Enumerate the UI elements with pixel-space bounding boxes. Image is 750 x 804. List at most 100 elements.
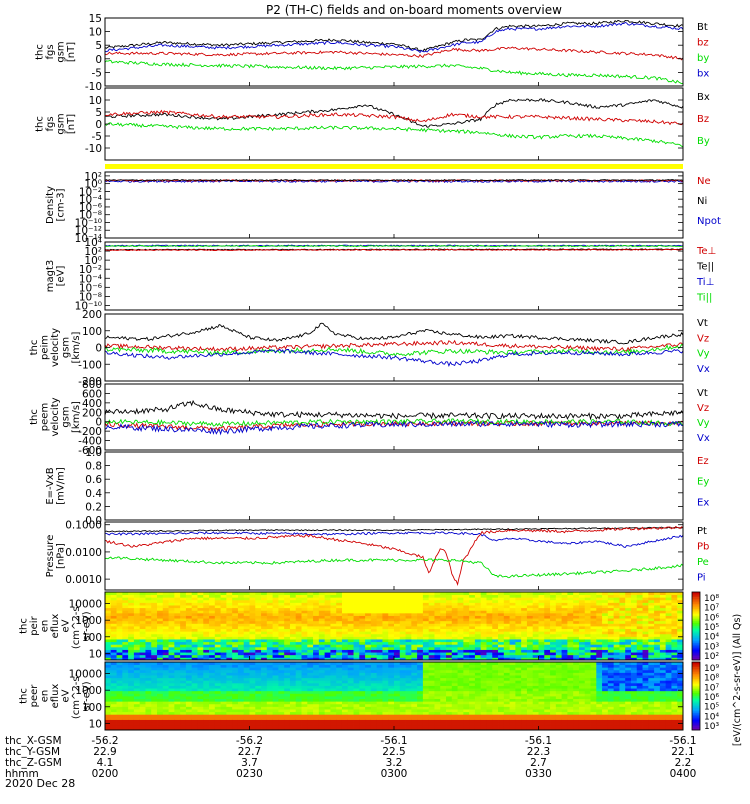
peer_spec-cell [169,720,175,723]
peer_spec-cell [388,720,394,723]
peer_spec-cell [105,709,111,712]
peer_spec-cell [492,720,498,723]
peir_spec-cell [163,610,169,613]
peir_spec-cell [238,655,244,658]
peir_spec-cell [226,616,232,619]
peir_spec-cell [544,605,550,608]
peir_spec-cell [330,634,336,637]
peer_spec-cell [174,688,180,691]
peir_spec-cell [278,621,284,624]
peir_spec-cell [562,600,568,603]
peir_spec-cell [319,644,325,647]
peir_spec-cell [261,610,267,613]
peir_spec-cell [452,621,458,624]
peer_spec-cell [515,688,521,691]
peir_spec-cell [643,629,649,632]
peer_spec-cell [527,670,533,673]
peer_spec-cell [336,680,342,683]
peir_spec-cell [429,642,435,645]
peer_spec-cell [307,691,313,694]
peer_spec-cell [244,696,250,699]
peer_spec-cell [145,688,151,691]
peir_spec-cell [238,618,244,621]
peir_spec-cell [550,602,556,605]
peir_spec-cell [544,639,550,642]
peir_spec-cell [458,636,464,639]
peer_spec-cell [296,704,302,707]
peer_spec-cell [122,680,128,683]
peir_spec-cell [585,626,591,629]
peir_spec-cell [406,639,412,642]
peir_spec-cell [371,623,377,626]
peir_spec-cell [359,605,365,608]
peir_spec-cell [388,608,394,611]
peir_spec-cell [510,608,516,611]
peer_spec-cell [128,683,134,686]
peer_spec-cell [209,678,215,681]
peer_spec-cell [388,678,394,681]
peir_spec-cell [348,631,354,634]
peer_spec-cell [221,709,227,712]
peir_spec-cell [382,650,388,653]
peer_spec-cell [284,696,290,699]
peer_spec-cell [117,670,123,673]
peer_spec-cell [423,686,429,689]
peer_spec-cell [267,704,273,707]
peir_spec-cell [255,639,261,642]
peir_spec-cell [498,629,504,632]
peir_spec-cell [105,605,111,608]
peir_spec-cell [186,613,192,616]
peir_spec-cell [573,629,579,632]
peer_spec-cell [122,672,128,675]
peir_spec-cell [284,610,290,613]
peir_spec-cell [163,597,169,600]
peer_spec-cell [440,691,446,694]
peer_spec-cell [319,720,325,723]
peer_spec-cell [342,688,348,691]
peir_spec-cell [434,652,440,655]
peer_spec-cell [325,722,331,725]
peir_spec-cell [157,621,163,624]
peer_spec-cell [122,701,128,704]
peir_spec-cell [122,608,128,611]
peir_spec-cell [637,626,643,629]
peir_spec-cell [215,642,221,645]
peer_spec-cell [539,696,545,699]
peer_spec-cell [163,714,169,717]
peer_spec-cell [203,701,209,704]
peer_spec-cell [319,680,325,683]
peir_spec-cell [111,600,117,603]
peir_spec-cell [215,623,221,626]
peir_spec-cell [319,631,325,634]
peer_spec-cell [255,722,261,725]
peir_spec-cell [319,629,325,632]
peir_spec-cell [151,595,157,598]
peir_spec-cell [325,595,331,598]
peir_spec-cell [411,650,417,653]
peir_spec-cell [336,595,342,598]
peir_spec-cell [296,605,302,608]
peir_spec-cell [434,636,440,639]
peer_spec-cell [134,701,140,704]
peir_spec-cell [203,595,209,598]
peer_spec-cell [492,693,498,696]
peir_spec-cell [446,647,452,650]
peer_spec-cell [238,699,244,702]
peir_spec-cell [209,595,215,598]
peir_spec-cell [481,610,487,613]
peir_spec-cell [336,634,342,637]
peer_spec-cell [354,667,360,670]
peer_spec-cell [174,665,180,668]
peir_spec-cell [643,644,649,647]
peir_spec-cell [186,608,192,611]
peir_spec-cell [643,613,649,616]
peer_spec-cell [417,720,423,723]
peer_spec-cell [226,691,232,694]
peir_spec-cell [533,636,539,639]
peir_spec-cell [388,639,394,642]
peir_spec-cell [400,595,406,598]
peer_spec-cell [400,693,406,696]
peir_spec-cell [400,597,406,600]
peir_spec-cell [145,631,151,634]
